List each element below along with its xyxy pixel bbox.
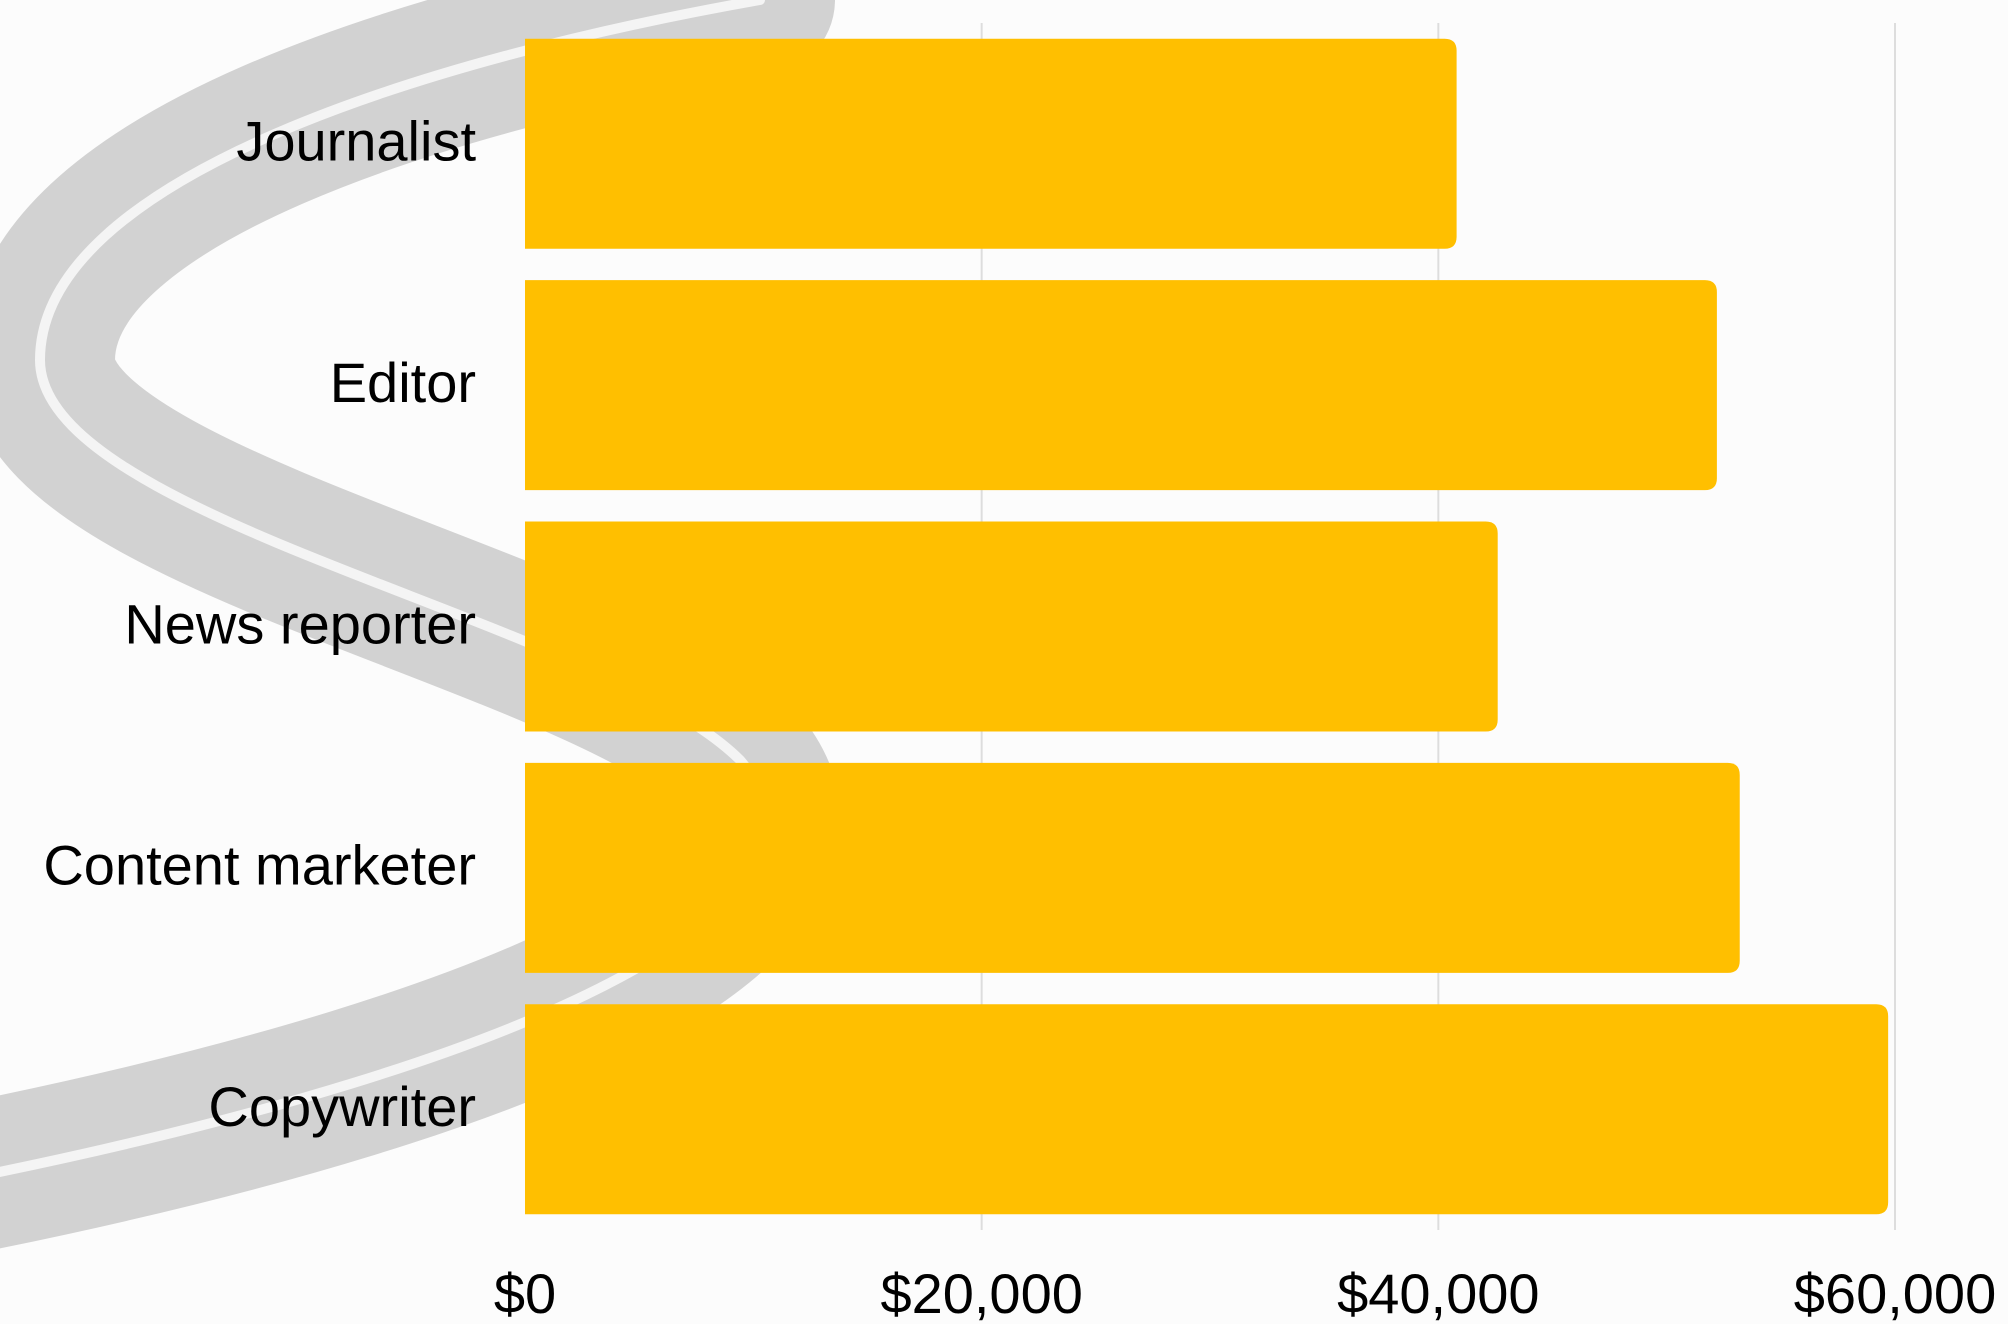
y-tick-label: Content marketer [43,834,476,897]
y-tick-label: Journalist [236,109,476,172]
x-tick-label: $40,000 [1337,1262,1539,1324]
y-tick-label: News reporter [124,592,476,655]
bar [525,280,1717,491]
y-tick-label: Copywriter [208,1075,476,1138]
y-tick-label: Editor [330,351,476,414]
bar [525,1004,1889,1215]
x-tick-label: $60,000 [1794,1262,1996,1324]
x-tick-label: $0 [494,1262,556,1324]
bar [525,38,1457,249]
road-watermark [0,0,841,1249]
bar [525,762,1740,973]
x-tick-label: $20,000 [880,1262,1082,1324]
bar [525,521,1498,732]
